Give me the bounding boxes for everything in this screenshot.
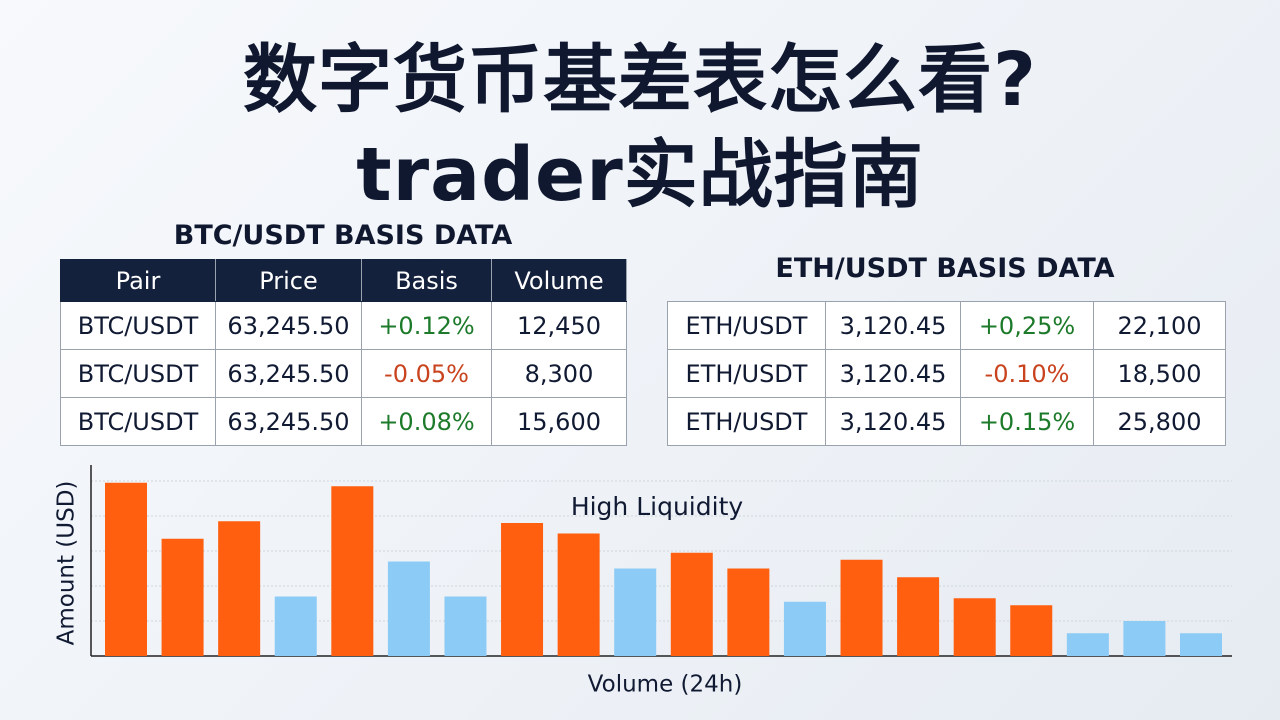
annotation: High Liquidity: [571, 492, 744, 521]
bar: [161, 538, 204, 656]
title-line: trader实战指南: [356, 132, 924, 218]
table-cell: 25,800: [1093, 397, 1226, 446]
table-cell: +0.15%: [960, 397, 1094, 446]
table-row: BTC/USDT 63,245.50 +0.12% 12,450: [60, 301, 627, 350]
bar: [218, 521, 261, 656]
table-heading: ETH/USDT BASIS DATA: [775, 253, 1115, 284]
table-cell: 63,245.50: [215, 301, 362, 350]
table-cell: 3,120.45: [825, 397, 961, 446]
table-cell: ETH/USDT: [667, 301, 826, 350]
table-cell: ETH/USDT: [667, 397, 826, 446]
table-cell: 63,245.50: [215, 349, 362, 398]
basis-table: ETH/USDT 3,120.45 +0,25% 22,100 ETH/USDT 3,12…: [667, 301, 1226, 446]
table-cell: BTC/USDT: [60, 349, 216, 398]
header-cell: Pair: [60, 259, 216, 302]
table-row: BTC/USDT 63,245.50 -0.05% 8,300: [60, 349, 627, 398]
bar: [783, 601, 826, 656]
table-row: ETH/USDT 3,120.45 -0.10% 18,500: [667, 349, 1226, 398]
bar: [331, 486, 374, 656]
y-axis-label: Amount (USD): [54, 481, 80, 646]
header-row: Pair Price Basis Volume: [60, 259, 627, 302]
table-cell: BTC/USDT: [60, 397, 216, 446]
table-cell: +0.08%: [361, 397, 492, 446]
header-cell: Price: [215, 259, 362, 302]
basis-table: Pair Price Basis Volume BTC/USDT 63,245.50 +0.…: [60, 259, 627, 446]
bar: [727, 568, 770, 656]
bar: [1066, 633, 1109, 656]
bar: [274, 596, 317, 656]
table-heading: BTC/USDT BASIS DATA: [173, 220, 513, 251]
table-cell: 3,120.45: [825, 349, 961, 398]
table-cell: BTC/USDT: [60, 301, 216, 350]
bar: [1123, 621, 1166, 656]
bar: [953, 598, 996, 656]
header-cell: Volume: [491, 259, 627, 302]
table-cell: 8,300: [491, 349, 627, 398]
bar: [501, 523, 544, 656]
header-cell: Basis: [361, 259, 492, 302]
table-cell: +0,25%: [960, 301, 1094, 350]
table-cell: +0.12%: [361, 301, 492, 350]
table-cell: 12,450: [491, 301, 627, 350]
table-cell: -0.05%: [361, 349, 492, 398]
bar: [557, 533, 600, 656]
title-line: 数字货币基差表怎么看?: [243, 37, 1037, 123]
bar: [614, 568, 657, 656]
table-cell: ETH/USDT: [667, 349, 826, 398]
table-row: BTC/USDT 63,245.50 +0.08% 15,600: [60, 397, 627, 446]
table-cell: 22,100: [1093, 301, 1226, 350]
bar: [105, 482, 147, 656]
bar: [444, 596, 487, 656]
table-cell: 63,245.50: [215, 397, 362, 446]
bar: [670, 552, 713, 656]
bar: [1010, 605, 1053, 656]
table-cell: 18,500: [1093, 349, 1226, 398]
table-cell: 15,600: [491, 397, 627, 446]
bar: [1180, 633, 1222, 656]
bar: [840, 559, 883, 656]
table-cell: -0.10%: [960, 349, 1094, 398]
table-row: ETH/USDT 3,120.45 +0.15% 25,800: [667, 397, 1226, 446]
bar: [897, 577, 940, 656]
table-cell: 3,120.45: [825, 301, 961, 350]
bar: [387, 561, 430, 656]
table-row: ETH/USDT 3,120.45 +0,25% 22,100: [667, 301, 1226, 350]
x-axis-label: Volume (24h): [588, 672, 743, 698]
